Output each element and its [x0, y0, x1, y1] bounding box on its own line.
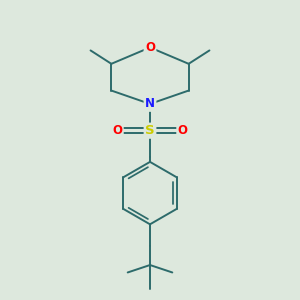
Text: N: N [145, 98, 155, 110]
Text: O: O [112, 124, 122, 137]
Text: O: O [145, 41, 155, 54]
Text: O: O [178, 124, 188, 137]
Text: S: S [145, 124, 155, 137]
